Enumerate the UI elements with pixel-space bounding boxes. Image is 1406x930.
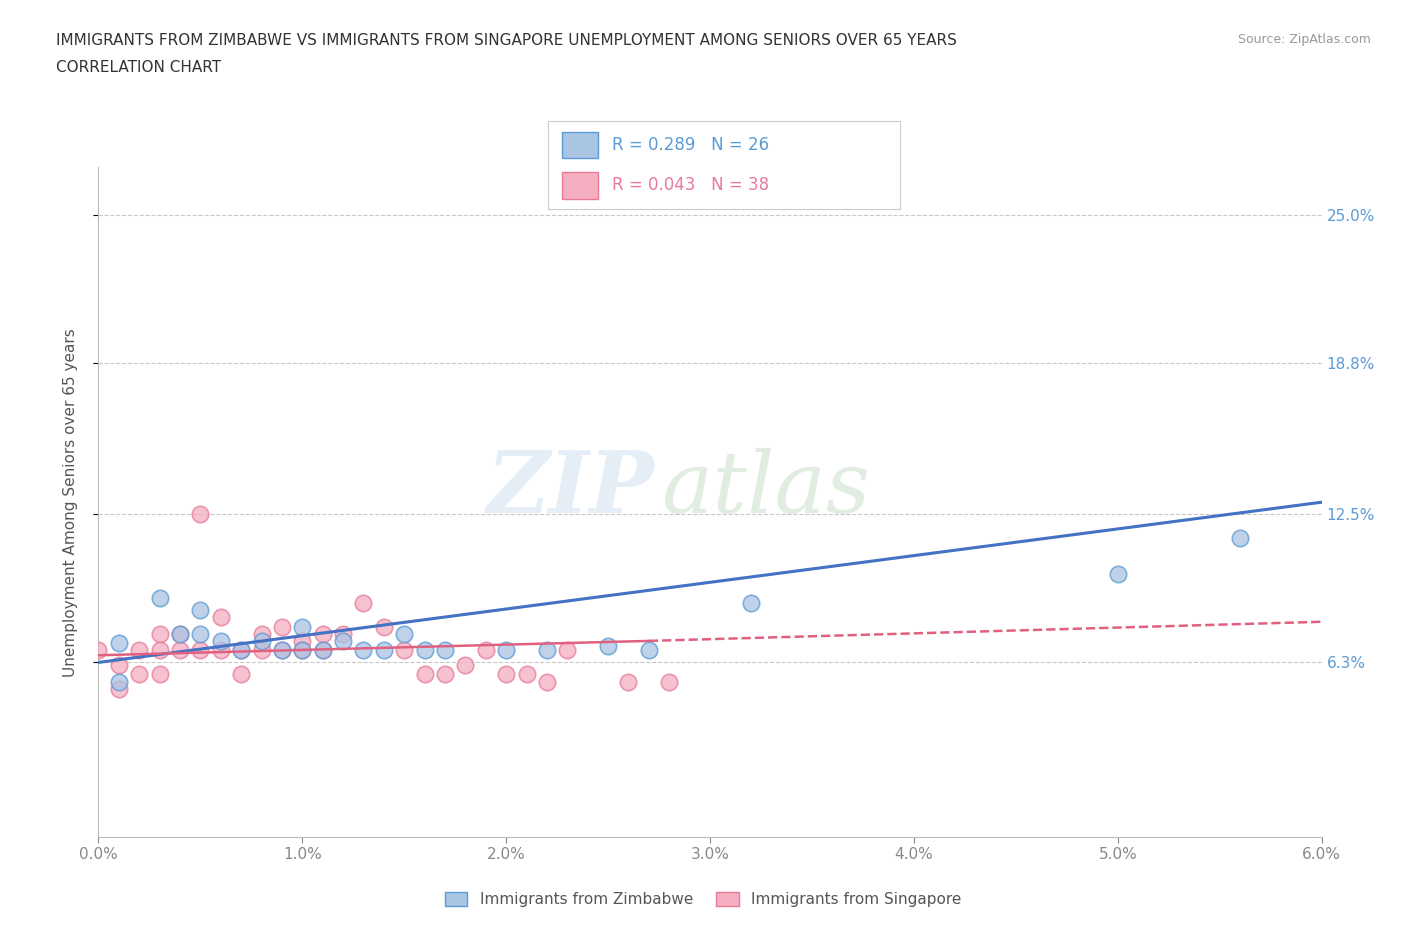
Point	[149, 643, 172, 658]
Point	[617, 674, 640, 689]
Point	[169, 626, 191, 641]
Point	[291, 619, 314, 634]
Point	[149, 591, 172, 605]
Point	[108, 682, 131, 697]
Text: R = 0.043   N = 38: R = 0.043 N = 38	[612, 177, 769, 194]
Point	[392, 626, 416, 641]
Point	[128, 643, 150, 658]
Point	[740, 595, 762, 610]
Point	[373, 643, 395, 658]
Point	[169, 643, 191, 658]
Point	[373, 619, 395, 634]
Point	[250, 626, 273, 641]
Point	[128, 667, 150, 682]
Point	[149, 667, 172, 682]
Point	[433, 643, 456, 658]
Point	[169, 626, 191, 641]
Point	[270, 643, 292, 658]
Point	[598, 638, 620, 653]
Point	[149, 626, 172, 641]
Point	[516, 667, 538, 682]
Point	[637, 643, 661, 658]
FancyBboxPatch shape	[562, 131, 598, 158]
Point	[188, 643, 212, 658]
Point	[352, 595, 374, 610]
Point	[311, 643, 335, 658]
Point	[209, 609, 232, 624]
Point	[332, 633, 354, 648]
Point	[108, 674, 131, 689]
Text: Source: ZipAtlas.com: Source: ZipAtlas.com	[1237, 33, 1371, 46]
Y-axis label: Unemployment Among Seniors over 65 years: Unemployment Among Seniors over 65 years	[63, 328, 77, 677]
Point	[87, 643, 110, 658]
Point	[392, 643, 416, 658]
Legend: Immigrants from Zimbabwe, Immigrants from Singapore: Immigrants from Zimbabwe, Immigrants fro…	[439, 885, 967, 913]
Point	[658, 674, 681, 689]
Point	[413, 643, 436, 658]
Point	[291, 643, 314, 658]
Point	[555, 643, 579, 658]
Point	[1107, 566, 1129, 581]
Point	[209, 643, 232, 658]
Point	[311, 643, 335, 658]
Point	[209, 633, 232, 648]
Point	[413, 667, 436, 682]
Point	[231, 643, 253, 658]
Point	[1229, 531, 1251, 546]
Point	[495, 643, 517, 658]
Text: ZIP: ZIP	[486, 447, 655, 530]
Point	[474, 643, 498, 658]
Point	[108, 636, 131, 651]
Text: atlas: atlas	[661, 447, 870, 530]
Text: CORRELATION CHART: CORRELATION CHART	[56, 60, 221, 75]
Point	[270, 619, 292, 634]
Point	[188, 507, 212, 522]
Point	[454, 658, 477, 672]
Point	[291, 643, 314, 658]
Point	[536, 674, 558, 689]
Point	[250, 643, 273, 658]
Text: R = 0.289   N = 26: R = 0.289 N = 26	[612, 136, 769, 153]
Point	[250, 633, 273, 648]
Point	[231, 643, 253, 658]
Point	[495, 667, 517, 682]
Point	[311, 626, 335, 641]
Point	[231, 667, 253, 682]
Point	[188, 603, 212, 618]
Point	[352, 643, 374, 658]
FancyBboxPatch shape	[562, 172, 598, 199]
Point	[270, 643, 292, 658]
Point	[108, 658, 131, 672]
Point	[536, 643, 558, 658]
Point	[332, 626, 354, 641]
Point	[291, 633, 314, 648]
Point	[188, 626, 212, 641]
Point	[433, 667, 456, 682]
Text: IMMIGRANTS FROM ZIMBABWE VS IMMIGRANTS FROM SINGAPORE UNEMPLOYMENT AMONG SENIORS: IMMIGRANTS FROM ZIMBABWE VS IMMIGRANTS F…	[56, 33, 957, 47]
